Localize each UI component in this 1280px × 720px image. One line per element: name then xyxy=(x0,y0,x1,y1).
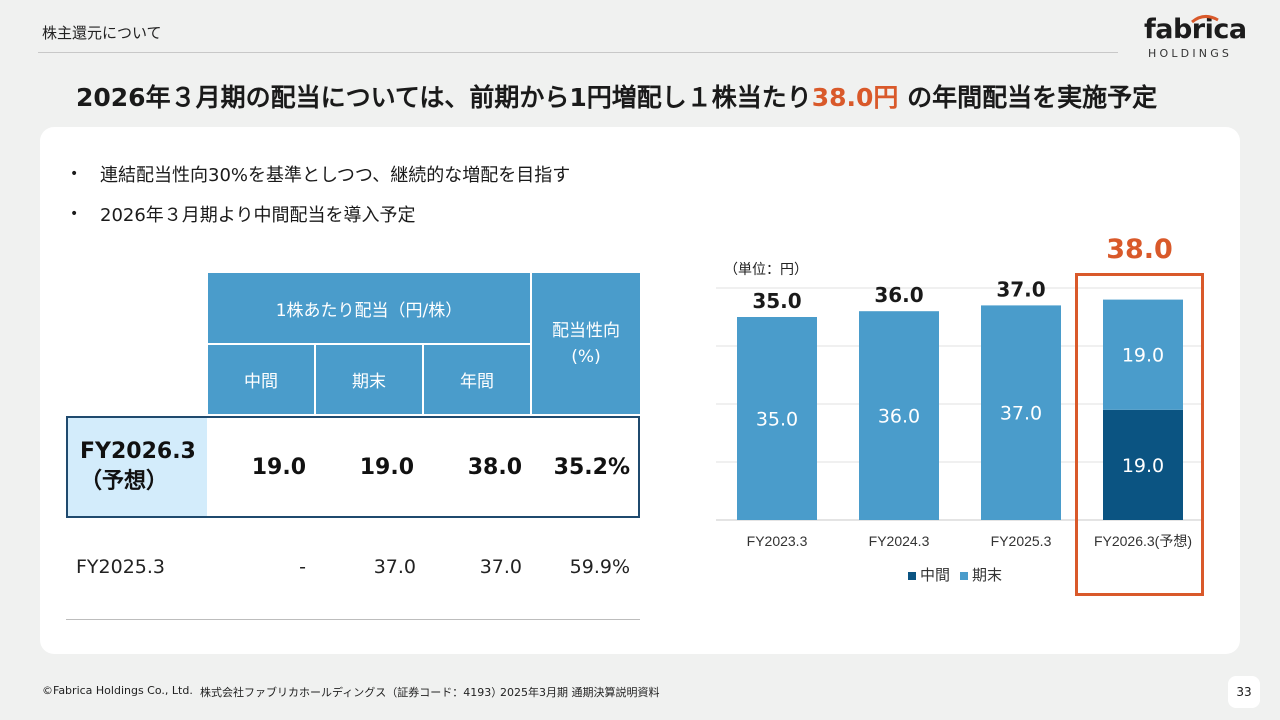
chart-bar xyxy=(1103,299,1183,410)
row-label-line1: FY2026.3 xyxy=(80,439,196,464)
chart-data-label: 36.0 xyxy=(878,406,920,428)
cell-yearend: 19.0 xyxy=(359,454,414,480)
chart-total-label: 36.0 xyxy=(874,283,923,307)
footer-copyright: ©Fabrica Holdings Co., Ltd. xyxy=(42,684,193,697)
table-row-label: FY2026.3 （予想） xyxy=(68,418,207,516)
chart-bar xyxy=(859,311,939,520)
headline-suffix: の年間配当を実施予定 xyxy=(898,83,1158,112)
header-payout-ratio: 配当性向 (%) xyxy=(532,273,640,414)
legend-label: 中間 xyxy=(920,566,951,584)
forecast-total-label: 38.0 xyxy=(1106,234,1173,265)
header-divider xyxy=(38,52,1118,53)
bullet-item: • 2026年３月期より中間配当を導入予定 xyxy=(70,194,570,234)
forecast-row-box xyxy=(66,416,640,518)
company-logo: fabrica HOLDINGS xyxy=(1140,14,1247,60)
chart-bar xyxy=(981,305,1061,520)
chart-tick-label: FY2024.3 xyxy=(869,533,930,549)
footer-document: 2025年3月期 通期決算説明資料 xyxy=(500,686,660,699)
footer-company: 株式会社ファブリカホールディングス（証券コード：4193） xyxy=(200,686,503,699)
payout-header-line2: (%) xyxy=(571,346,601,367)
headline-accent: 38.0円 xyxy=(811,83,899,112)
chart-tick-label: FY2026.3(予想) xyxy=(1094,533,1192,549)
row-label-line2: （予想） xyxy=(80,469,169,494)
cell-annual: 37.0 xyxy=(479,556,522,578)
section-label: 株主還元について xyxy=(42,24,162,42)
cell-yearend: 37.0 xyxy=(373,556,416,578)
cell-interim: - xyxy=(299,556,306,578)
header-interim: 中間 xyxy=(208,345,314,414)
chart-bar xyxy=(1103,409,1183,520)
forecast-highlight-box xyxy=(1075,273,1204,596)
chart-unit: （単位：円） xyxy=(724,262,808,278)
logo-subtext: HOLDINGS xyxy=(1148,47,1233,60)
chart-total-label: 35.0 xyxy=(752,289,801,313)
legend-swatch xyxy=(960,571,969,580)
page-number: 33 xyxy=(1228,676,1260,708)
cell-payout: 35.2% xyxy=(553,454,630,480)
legend-label: 期末 xyxy=(972,566,1003,584)
legend-item-yearend: 期末 xyxy=(960,564,1002,585)
chart-bar xyxy=(737,317,817,520)
bullet-text: 2026年３月期より中間配当を導入予定 xyxy=(100,205,416,226)
chart-data-label: 35.0 xyxy=(756,409,798,431)
table-row-label: FY2025.3 xyxy=(76,556,166,578)
cell-annual: 38.0 xyxy=(467,454,522,480)
chart-plot: 35.0 35.0 FY2023.3 36.0 36.0 FY2024.3 37.0 37.0… xyxy=(716,277,1204,549)
chart-tick-label: FY2025.3 xyxy=(991,533,1052,549)
cell-interim: 19.0 xyxy=(251,454,306,480)
bullet-text: 連結配当性向30%を基準としつつ、継続的な増配を目指す xyxy=(100,165,571,186)
chart-total-label: 37.0 xyxy=(996,277,1045,301)
chart-tick-label: FY2023.3 xyxy=(747,533,808,549)
headline-prefix: 2026年３月期の配当については、前期から1円増配し１株当たり xyxy=(76,83,812,112)
payout-header-line1: 配当性向 xyxy=(552,320,620,341)
logo-swoosh-icon xyxy=(1191,15,1219,24)
chart-legend: 中間 期末 xyxy=(908,564,1002,585)
header-dividend-per-share: 1株あたり配当（円/株） xyxy=(208,273,530,343)
cell-payout: 59.9% xyxy=(569,556,630,578)
chart-data-label: 19.0 xyxy=(1122,455,1164,477)
legend-swatch xyxy=(908,571,916,580)
table-bottom-rule xyxy=(66,619,640,620)
chart-data-label: 19.0 xyxy=(1122,345,1164,367)
bullet-item: • 連結配当性向30%を基準としつつ、継続的な増配を目指す xyxy=(70,154,570,194)
dividend-chart: （単位：円） 35.0 35.0 FY2023.3 36.0 36.0 FY2024.3 3… xyxy=(700,230,1220,600)
header-yearend: 期末 xyxy=(316,345,422,414)
dividend-table: 1株あたり配当（円/株） 配当性向 (%) 中間 期末 年間 FY2026.3 … xyxy=(66,273,640,621)
chart-data-label: 37.0 xyxy=(1000,403,1042,425)
legend-item-interim: 中間 xyxy=(908,564,950,585)
bullet-list: • 連結配当性向30%を基準としつつ、継続的な増配を目指す • 2026年３月期より… xyxy=(70,154,570,234)
page-title: 2026年３月期の配当については、前期から1円増配し１株当たり38.0円 の年間… xyxy=(76,78,1157,114)
header-annual: 年間 xyxy=(424,345,530,414)
